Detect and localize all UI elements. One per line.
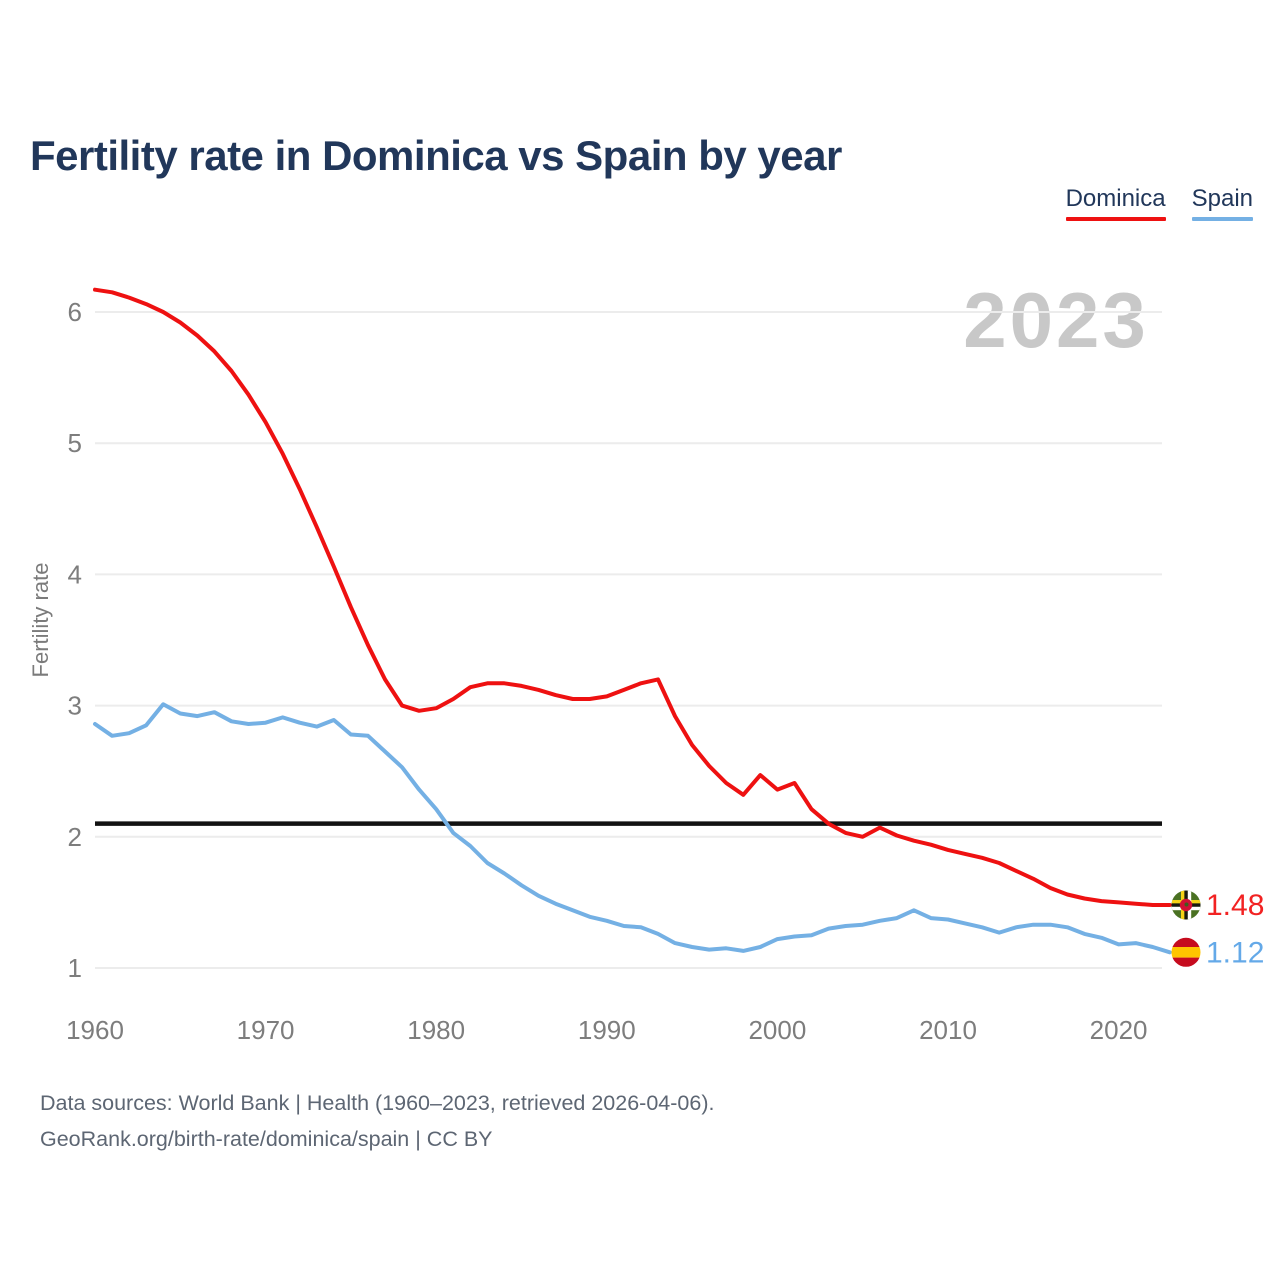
spain-end-value: 1.12 [1206,936,1264,969]
legend-label-spain[interactable]: Spain [1191,185,1253,212]
x-tick-1980: 1980 [407,1015,465,1045]
footer: Data sources: World Bank | Health (1960–… [40,1085,714,1157]
dominica-end-value: 1.48 [1206,889,1264,922]
legend-swatch-spain [1191,217,1253,221]
x-tick-1970: 1970 [237,1015,295,1045]
year-watermark: 2023 [963,276,1149,364]
footer-sources: Data sources: World Bank | Health (1960–… [40,1091,715,1115]
x-tick-1960: 1960 [66,1015,124,1045]
series-line-spain [93,702,1172,955]
legend-item-spain[interactable]: Spain [1191,185,1253,221]
y-tick-1: 1 [68,953,82,983]
legend-swatch-dominica [1065,217,1166,221]
spain-flag-icon [1171,937,1201,967]
gridlines [95,311,1162,969]
y-tick-3: 3 [68,691,82,721]
data-series-lines [93,287,1172,955]
y-tick-5: 5 [68,428,82,458]
y-axis-tick-labels: 1 2 3 4 5 6 [68,297,82,983]
y-axis-title: Fertility rate [28,563,53,678]
page-title: Fertility rate in Dominica vs Spain by y… [30,132,842,180]
x-tick-1990: 1990 [578,1015,636,1045]
x-tick-2000: 2000 [748,1015,806,1045]
legend: Dominica Spain [1065,185,1253,221]
footer-attribution: GeoRank.org/birth-rate/dominica/spain | … [40,1127,493,1151]
x-tick-2020: 2020 [1090,1015,1148,1045]
x-axis-tick-labels: 1960 1970 1980 1990 2000 2010 2020 [66,1015,1147,1045]
y-tick-2: 2 [68,822,82,852]
legend-item-dominica[interactable]: Dominica [1065,185,1166,221]
y-tick-4: 4 [68,559,82,589]
legend-label-dominica[interactable]: Dominica [1065,185,1166,212]
y-tick-6: 6 [68,297,82,327]
dominica-flag-icon [1171,890,1201,920]
x-tick-2010: 2010 [919,1015,977,1045]
series-line-dominica [93,287,1172,907]
